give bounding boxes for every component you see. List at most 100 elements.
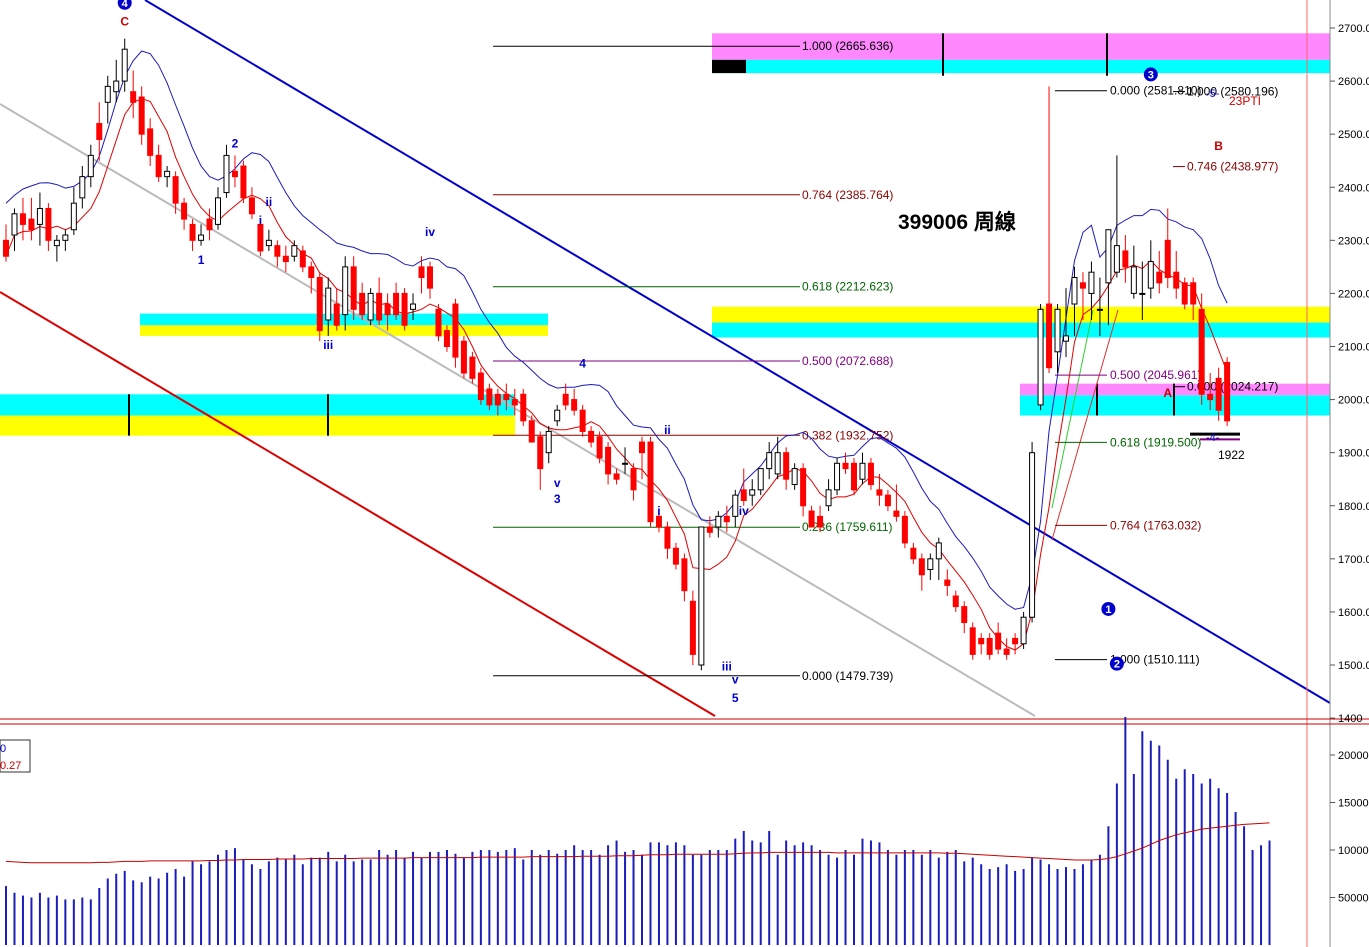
candle-body bbox=[384, 303, 391, 316]
candle-body bbox=[1147, 261, 1154, 289]
candle-body bbox=[825, 489, 832, 507]
volume-legend-0: 0 bbox=[0, 743, 6, 755]
candle-body bbox=[36, 207, 43, 225]
candle-body bbox=[622, 462, 629, 465]
candle-body bbox=[19, 213, 26, 225]
fib-right-label: 0.618 (1919.500) bbox=[1110, 435, 1201, 449]
candle-body bbox=[706, 526, 713, 533]
red-rising-line bbox=[1051, 309, 1119, 541]
candle-body bbox=[647, 441, 654, 523]
wave-label: iii bbox=[323, 338, 333, 352]
volume-tick-label: 50000 bbox=[1338, 893, 1369, 905]
candle-body bbox=[367, 292, 374, 321]
candle-body bbox=[952, 595, 959, 608]
candle-body bbox=[70, 202, 77, 231]
candle-body bbox=[28, 218, 35, 231]
fib-extra-label: 1.000 (2580.196) bbox=[1187, 85, 1278, 99]
candle-body bbox=[715, 515, 722, 528]
candle-body bbox=[961, 606, 968, 624]
candle-body bbox=[740, 489, 747, 501]
fib-left-label: 0.500 (2072.688) bbox=[802, 354, 893, 368]
wave-label: 4 bbox=[579, 357, 586, 371]
candle-body bbox=[842, 462, 849, 470]
wave-label: B bbox=[1214, 139, 1223, 153]
wave-label: C bbox=[120, 14, 129, 28]
candle-body bbox=[1190, 282, 1197, 305]
candle-body bbox=[808, 510, 815, 528]
candle-body bbox=[851, 462, 857, 491]
candle-body bbox=[528, 420, 535, 443]
candle-body bbox=[867, 462, 874, 486]
candle-body bbox=[562, 393, 569, 406]
candle-body bbox=[164, 170, 171, 178]
wave-label: i bbox=[657, 504, 660, 518]
wave-label-circle bbox=[1109, 656, 1124, 671]
candle-body bbox=[231, 170, 238, 178]
candle-body bbox=[1181, 282, 1188, 305]
candle-body bbox=[664, 526, 671, 549]
zone-mid-left-yellow bbox=[140, 325, 548, 336]
candle-body bbox=[1037, 308, 1044, 406]
wave-label: 1 bbox=[1105, 604, 1111, 616]
candle-body bbox=[732, 494, 739, 517]
ma-red-line bbox=[5, 98, 1228, 651]
volume-panel bbox=[0, 717, 1271, 945]
volume-axis: 200000 150000 100000 50000 bbox=[1330, 750, 1369, 905]
wave-marker-5: -5- bbox=[1206, 88, 1220, 100]
wave-marker-4: -4- bbox=[1206, 432, 1220, 444]
fib-left-label: 0.000 (1479.739) bbox=[802, 669, 893, 683]
candle-body bbox=[1198, 308, 1205, 395]
candle-body bbox=[596, 436, 603, 459]
low-price-label: 1922 bbox=[1218, 448, 1245, 462]
candle-body bbox=[817, 515, 824, 528]
wave-label: 4 bbox=[122, 0, 129, 10]
candle-body bbox=[87, 154, 94, 178]
volume-ma-line bbox=[5, 822, 1270, 864]
candle-body bbox=[62, 234, 69, 241]
volume-tick-label: 200000 bbox=[1338, 750, 1369, 762]
resistance-zone-top-magenta bbox=[712, 33, 1330, 60]
price-tick-label: 1900.00 bbox=[1338, 448, 1369, 460]
candle-body bbox=[147, 128, 154, 156]
chart-title: 399006 周線 bbox=[898, 210, 1016, 234]
downtrend-channel-lower bbox=[0, 291, 716, 717]
wave-label-circle bbox=[117, 0, 132, 10]
candle-body bbox=[104, 85, 111, 103]
volume-legend-1: 0.27 bbox=[0, 760, 21, 772]
zone-mid-right-cyan bbox=[712, 322, 1330, 338]
candle-body bbox=[876, 489, 883, 496]
candle-body bbox=[503, 393, 510, 401]
candle-body bbox=[579, 409, 586, 432]
candle-body bbox=[944, 579, 951, 586]
candle-body bbox=[689, 600, 696, 655]
fib-left-label: 0.382 (1932.752) bbox=[802, 428, 893, 442]
candle-body bbox=[757, 468, 764, 491]
candle-body bbox=[927, 558, 934, 570]
price-tick-label: 1400 bbox=[1338, 713, 1362, 725]
resistance-zone-top-cyan bbox=[712, 59, 1330, 74]
candle-body bbox=[215, 197, 221, 225]
candle-body bbox=[316, 276, 323, 332]
zone-low-left-yellow bbox=[0, 415, 515, 436]
candle-body bbox=[1029, 452, 1036, 618]
candle-body bbox=[1156, 271, 1163, 284]
candle-body bbox=[672, 547, 679, 565]
fib-right-label: 0.000 (2581.810) bbox=[1110, 84, 1201, 98]
candle-body bbox=[257, 223, 264, 252]
wave-label: 2 bbox=[232, 136, 239, 150]
price-tick-label: 1500.00 bbox=[1338, 660, 1369, 672]
candle-body bbox=[240, 165, 247, 199]
zone-mid-right-yellow bbox=[712, 306, 1330, 323]
wave-label: v bbox=[554, 476, 561, 490]
fib-left-label: 0.618 (2212.623) bbox=[802, 280, 893, 294]
candle-body bbox=[1012, 637, 1019, 645]
candle-body bbox=[783, 452, 790, 480]
candle-body bbox=[791, 468, 798, 486]
fib-left-label: 0.764 (2385.764) bbox=[802, 188, 893, 202]
fib-left-label: 0.236 (1759.611) bbox=[802, 520, 893, 534]
candle-body bbox=[350, 266, 357, 310]
candle-body bbox=[333, 303, 340, 326]
price-tick-label: 1600.00 bbox=[1338, 607, 1369, 619]
candle-body bbox=[986, 637, 993, 655]
